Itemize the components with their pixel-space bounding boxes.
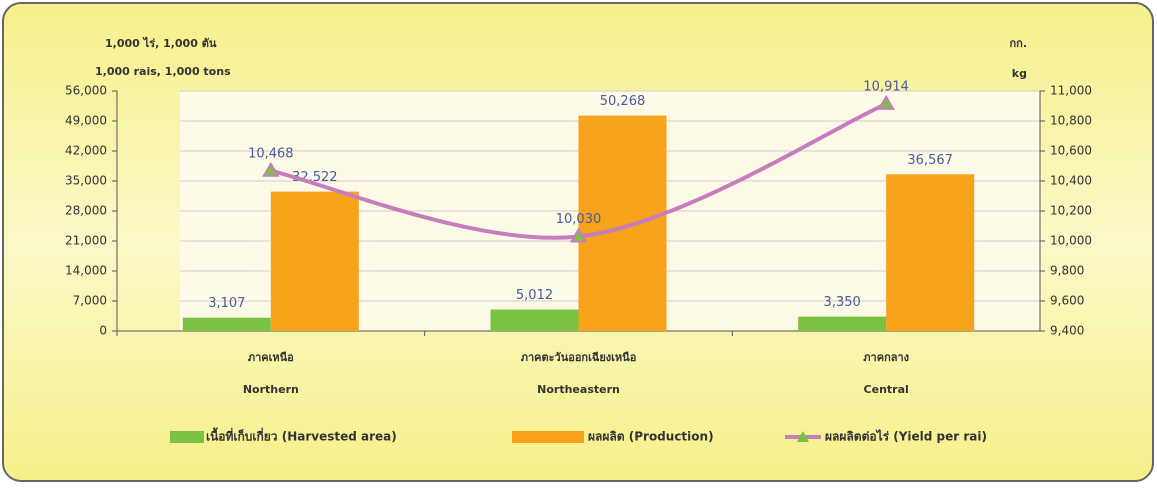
legend-label: ผลผลิตต่อไร่ (Yield per rai) [825,429,987,444]
y-tick-label: 14,000 [65,264,107,278]
y2-tick-label: 10,000 [1050,234,1092,248]
y2-tick-label: 10,600 [1050,144,1092,158]
legend-label: ผลผลิต (Production) [588,430,714,444]
y2-tick-label: 9,800 [1050,264,1084,278]
y-axis-label: 1,000 ไร่, 1,000 ตัน [105,36,217,50]
data-label: 3,107 [208,296,245,311]
bar [578,115,667,332]
y-tick-label: 35,000 [65,174,107,188]
legend-swatch [512,431,584,443]
y2-tick-label: 9,600 [1050,294,1084,308]
bar [182,317,271,331]
x-tick-label: Northern [243,383,299,396]
y-axis-label: 1,000 rais, 1,000 tons [95,65,231,78]
y-tick-label: 42,000 [65,144,107,158]
x-tick-label: ภาคกลาง [863,351,909,364]
bar [886,174,975,331]
marker [877,94,895,110]
y2-tick-label: 10,400 [1050,174,1092,188]
data-label: 36,567 [907,153,953,168]
marker [262,161,280,177]
data-label: 5,012 [516,288,553,303]
y2-tick-label: 10,800 [1050,114,1092,128]
y-tick-label: 21,000 [65,234,107,248]
bar [490,309,579,331]
legend-label: เนื้อที่เก็บเกี่ยว (Harvested area) [206,427,397,444]
bar [798,316,887,331]
y-tick-label: 7,000 [73,294,107,308]
bar [270,191,359,331]
x-tick-label: Central [864,383,909,396]
x-tick-label: ภาคตะวันออกเฉียงเหนือ [521,351,637,364]
y-tick-label: 28,000 [65,204,107,218]
y2-tick-label: 11,000 [1050,84,1092,98]
x-tick-label: Northeastern [537,383,620,396]
y2-axis-label: kg [1012,67,1027,80]
y2-tick-label: 10,200 [1050,204,1092,218]
legend-swatch [170,431,204,443]
y-tick-label: 56,000 [65,84,107,98]
marker [569,227,588,243]
x-tick-label: ภาคเหนือ [248,351,294,364]
y-tick-label: 49,000 [65,114,107,128]
data-label: 10,030 [556,212,602,227]
data-label: 3,350 [824,295,861,310]
y-tick-label: 0 [99,324,107,338]
y2-axis-label: กก. [1010,37,1028,50]
legend-marker [797,431,809,442]
y2-tick-label: 9,400 [1050,324,1084,338]
data-label: 10,914 [863,79,909,94]
data-label: 50,268 [600,94,646,109]
data-label: 10,468 [248,146,294,161]
